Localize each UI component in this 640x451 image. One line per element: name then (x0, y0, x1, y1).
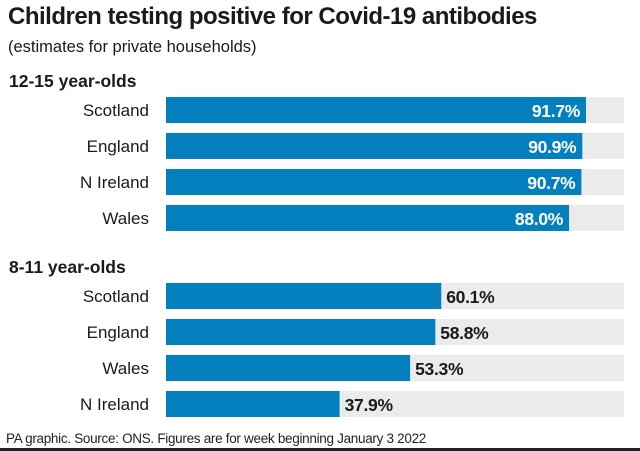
category-label: Scotland (83, 287, 149, 306)
chart-subtitle: (estimates for private households) (8, 38, 257, 56)
bar (166, 355, 411, 381)
data-label: 91.7% (532, 101, 581, 121)
data-label: 90.7% (527, 173, 576, 193)
bar (166, 283, 442, 309)
category-label: England (87, 137, 149, 156)
data-label: 60.1% (446, 287, 495, 307)
data-label: 53.3% (415, 359, 464, 379)
bar (166, 319, 436, 345)
group-heading: 8-11 year-olds (9, 257, 126, 277)
bar (166, 169, 582, 195)
category-label: Scotland (83, 101, 149, 120)
data-label: 58.8% (440, 323, 489, 343)
bottom-strip (0, 448, 640, 451)
bar (166, 205, 570, 231)
data-label: 90.9% (528, 137, 577, 157)
chart-title: Children testing positive for Covid-19 a… (8, 3, 537, 30)
category-label: Wales (102, 359, 149, 378)
category-label: N Ireland (80, 173, 149, 192)
data-label: 88.0% (515, 209, 564, 229)
group-heading: 12-15 year-olds (9, 71, 137, 91)
source-footer: PA graphic. Source: ONS. Figures are for… (6, 431, 426, 446)
bar (166, 133, 583, 159)
category-label: England (87, 323, 149, 342)
category-label: N Ireland (80, 395, 149, 414)
data-label: 37.9% (345, 395, 394, 415)
bar (166, 391, 340, 417)
bar (166, 97, 586, 123)
category-label: Wales (102, 209, 149, 228)
